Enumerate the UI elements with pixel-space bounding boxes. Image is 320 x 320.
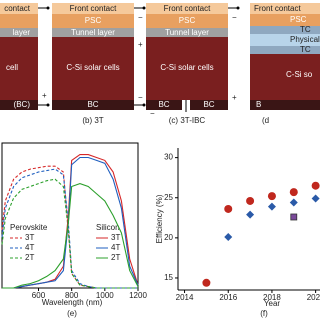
label: BC bbox=[87, 100, 98, 109]
y-tick-label: 30 bbox=[164, 153, 173, 162]
series-line bbox=[2, 154, 139, 289]
point bbox=[246, 210, 255, 219]
caption: (c) 3T-IBC bbox=[169, 116, 206, 125]
sign: + bbox=[138, 40, 143, 49]
point bbox=[289, 198, 298, 207]
label: Front contact bbox=[254, 4, 301, 13]
x-tick-label: 1000 bbox=[96, 291, 114, 300]
label: BC bbox=[203, 100, 214, 109]
label: PSC bbox=[290, 15, 307, 24]
label: C-Si solar cells bbox=[66, 63, 119, 72]
x-tick-label: 2016 bbox=[219, 293, 237, 302]
x-tick-label: 2018 bbox=[263, 293, 281, 302]
label: Physical bbox=[290, 35, 320, 44]
sign: + bbox=[42, 91, 47, 100]
label: contact bbox=[4, 4, 31, 13]
label: Tunnel layer bbox=[71, 28, 115, 37]
label: cell bbox=[6, 63, 18, 72]
label: Front contact bbox=[164, 4, 211, 13]
x-label: Wavelength (nm) bbox=[42, 298, 103, 307]
label: PSC bbox=[85, 16, 102, 25]
x-tick-label: 2020 bbox=[307, 293, 320, 302]
sign: + bbox=[232, 93, 237, 102]
panel-a: contact layer cell (BC) + bbox=[0, 3, 50, 110]
legend-label: 3T bbox=[25, 233, 34, 242]
x-tick-label: 800 bbox=[65, 291, 79, 300]
point bbox=[224, 233, 233, 242]
point bbox=[224, 204, 233, 213]
legend-label: 2T bbox=[25, 253, 34, 262]
caption: (b) 3T bbox=[82, 116, 103, 125]
label: layer bbox=[13, 28, 31, 37]
legend-label: 4T bbox=[25, 243, 34, 252]
y-tick-label: 15 bbox=[164, 273, 173, 282]
sign: − bbox=[138, 13, 143, 22]
caption: (e) bbox=[67, 309, 77, 318]
point bbox=[246, 196, 255, 205]
label: TC bbox=[300, 45, 311, 54]
point bbox=[311, 194, 320, 203]
point bbox=[267, 192, 276, 201]
point bbox=[267, 202, 276, 211]
x-tick-label: 1200 bbox=[129, 291, 147, 300]
label: Front contact bbox=[70, 4, 117, 13]
point bbox=[290, 213, 298, 221]
x-tick-label: 2014 bbox=[176, 293, 194, 302]
label: BC bbox=[158, 100, 169, 109]
caption: (d bbox=[262, 116, 269, 125]
label: (BC) bbox=[14, 100, 31, 109]
label: TC bbox=[300, 25, 311, 34]
y-tick-label: 25 bbox=[164, 193, 173, 202]
sign: − bbox=[138, 93, 143, 102]
y-tick-label: 20 bbox=[164, 233, 173, 242]
series-line bbox=[2, 183, 139, 289]
legend-title: Silicon bbox=[96, 223, 120, 232]
label: C-Si so bbox=[286, 70, 313, 79]
label: C-Si solar cells bbox=[160, 63, 213, 72]
legend-label: 3T bbox=[111, 233, 120, 242]
point bbox=[289, 188, 298, 197]
panel-c: Front contact PSC Tunnel layer C-Si sola… bbox=[146, 3, 240, 125]
sign: − bbox=[150, 109, 155, 118]
sign: − bbox=[232, 13, 237, 22]
legend-label: 4T bbox=[111, 243, 120, 252]
legend-label: 2T bbox=[111, 253, 120, 262]
point bbox=[311, 181, 320, 190]
panel-b: Front contact PSC Tunnel layer C-Si sola… bbox=[52, 3, 146, 125]
series-line bbox=[1, 178, 138, 289]
point bbox=[202, 278, 211, 287]
y-label: Efficiency (%) bbox=[155, 194, 164, 243]
x-tick-label: 600 bbox=[32, 291, 46, 300]
caption: (f) bbox=[260, 309, 268, 318]
plot-frame bbox=[1, 142, 139, 289]
label: B bbox=[256, 100, 261, 109]
label: Tunnel layer bbox=[165, 28, 209, 37]
panel-d: Front contact PSC TC Physical TC C-Si so… bbox=[250, 3, 320, 125]
label: PSC bbox=[179, 16, 196, 25]
x-label: Year bbox=[264, 299, 281, 308]
legend-title: Perovskite bbox=[10, 223, 48, 232]
